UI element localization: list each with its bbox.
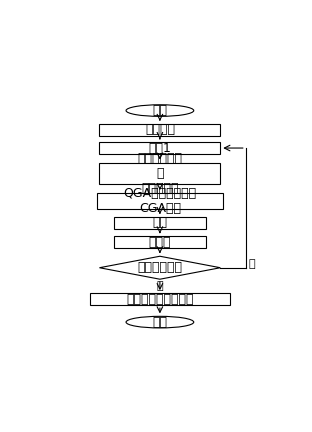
Text: 量子编码: 量子编码 [145, 124, 175, 137]
Text: 是: 是 [157, 281, 163, 291]
Text: 新种群: 新种群 [149, 236, 171, 249]
Text: 结束: 结束 [152, 316, 168, 329]
Ellipse shape [126, 105, 194, 116]
FancyBboxPatch shape [100, 162, 220, 184]
Text: 改善或解决实际问题: 改善或解决实际问题 [126, 292, 194, 306]
Text: QGA选择、交叉，
CGA变异: QGA选择、交叉， CGA变异 [123, 187, 197, 215]
Text: 种群1: 种群1 [149, 142, 171, 155]
Polygon shape [100, 256, 220, 279]
Text: 解码: 解码 [152, 216, 168, 229]
Text: 否: 否 [248, 259, 255, 269]
FancyBboxPatch shape [114, 217, 206, 229]
Text: 满足优化要求: 满足优化要求 [137, 261, 183, 274]
FancyBboxPatch shape [114, 236, 206, 248]
Text: 开始: 开始 [152, 104, 168, 117]
FancyBboxPatch shape [90, 293, 230, 305]
Ellipse shape [126, 316, 194, 328]
FancyBboxPatch shape [97, 193, 223, 210]
Text: 确定目标函数
并
计算适应値: 确定目标函数 并 计算适应値 [137, 152, 183, 195]
FancyBboxPatch shape [100, 142, 220, 154]
FancyBboxPatch shape [100, 124, 220, 136]
